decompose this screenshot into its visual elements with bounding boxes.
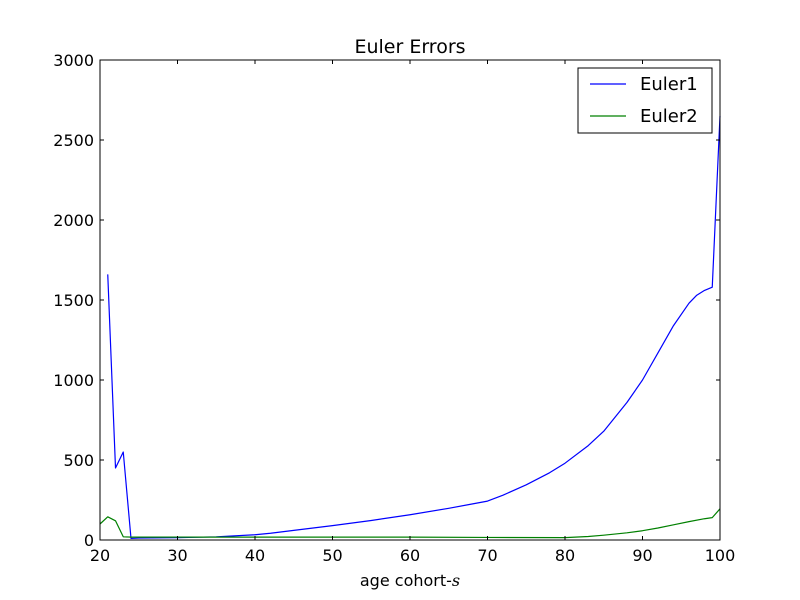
chart-title: Euler Errors [354,36,465,58]
plot-frame [99,59,721,541]
x-tick-label: 100 [705,546,736,565]
x-tick-label: 60 [400,546,420,565]
x-tick-label: 50 [322,546,342,565]
x-axis-label: age cohort-s [360,571,460,590]
legend-label-euler2: Euler2 [640,106,698,127]
x-tick-label: 30 [167,546,187,565]
x-tick-label: 20 [90,546,110,565]
y-tick-label: 0 [84,531,94,550]
y-tick-label: 1000 [53,371,94,390]
y-tick-label: 2500 [53,131,94,150]
y-tick-label: 500 [63,451,94,470]
x-axis-label-text: age cohort- [360,571,452,590]
x-axis-label-math-var: s [452,571,460,590]
y-tick-label: 3000 [53,51,94,70]
x-tick-label: 90 [632,546,652,565]
x-tick-label: 80 [555,546,575,565]
legend-label-euler1: Euler1 [640,74,698,95]
ticks-layer: 20 30 40 50 60 70 80 90 100050010001500200025003… [53,51,735,565]
legend: Euler1 Euler2 [577,67,713,134]
legend-box [577,67,713,134]
y-tick-label: 1500 [53,291,94,310]
x-tick-label: 70 [477,546,497,565]
x-tick-label: 40 [245,546,265,565]
y-tick-label: 2000 [53,211,94,230]
